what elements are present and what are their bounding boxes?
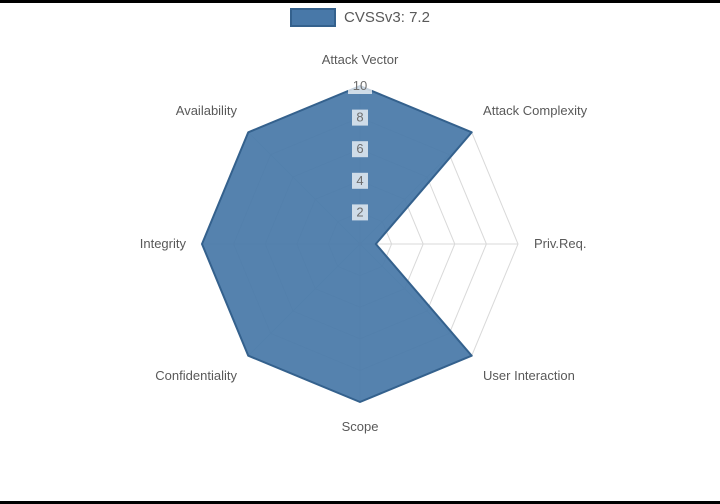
- tick-label: 8: [356, 110, 363, 125]
- axis-label: Integrity: [140, 236, 187, 251]
- radar-series-polygon: [201, 85, 473, 403]
- axis-label: Priv.Req.: [534, 236, 587, 251]
- axis-label: Scope: [342, 419, 379, 434]
- axis-label: Attack Complexity: [483, 103, 588, 118]
- tick-backdrop: [352, 204, 368, 221]
- axis-label: Confidentiality: [155, 368, 237, 383]
- tick-label: 2: [356, 204, 363, 219]
- legend-swatch: [290, 8, 337, 27]
- tick-backdrop: [352, 141, 368, 158]
- axis-label: Availability: [176, 103, 238, 118]
- tick-label: 6: [356, 141, 363, 156]
- axis-label: User Interaction: [483, 368, 575, 383]
- legend-label: CVSSv3: 7.2: [344, 9, 430, 26]
- tick-backdrop: [352, 109, 368, 126]
- axis-label: Attack Vector: [322, 52, 399, 67]
- tick-backdrop: [348, 78, 372, 94]
- tick-label: 10: [353, 78, 367, 93]
- tick-label: 4: [356, 173, 363, 188]
- chart-legend[interactable]: CVSSv3: 7.2: [0, 8, 720, 27]
- tick-backdrop: [352, 172, 368, 189]
